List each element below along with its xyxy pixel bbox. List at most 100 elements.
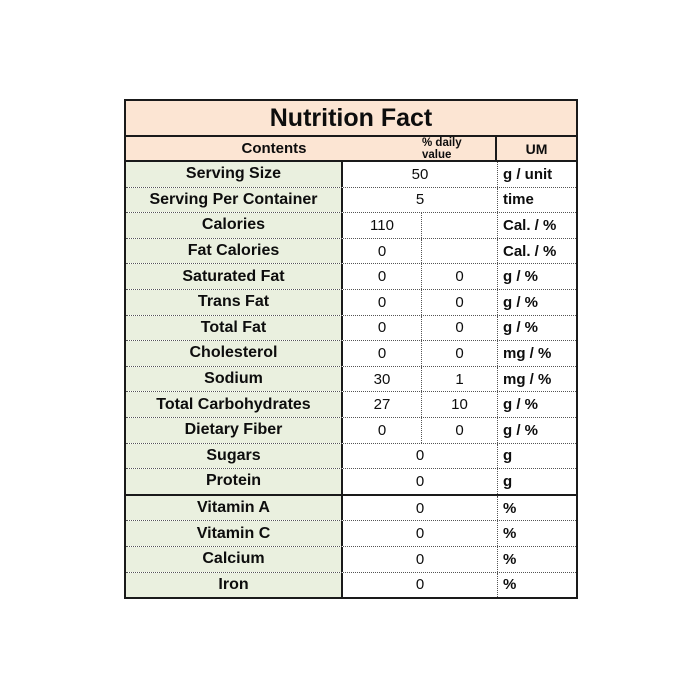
row-label: Sodium (126, 366, 343, 392)
table-title: Nutrition Fact (126, 101, 576, 137)
row-value: 0 (415, 576, 425, 594)
row-values: 0 (343, 444, 497, 469)
row-value: 0 (415, 472, 425, 490)
row-value-daily-percent: 0 (455, 268, 464, 286)
table-row: Vitamin C 0 % (126, 521, 576, 547)
row-label: Vitamin C (126, 521, 343, 546)
row-unit: mg / % (497, 366, 576, 392)
row-unit: % (497, 546, 576, 572)
row-value-daily-percent: 0 (455, 421, 464, 439)
table-row: Iron 0 % (126, 572, 576, 598)
row-value-amount: 0 (343, 417, 422, 443)
row-unit: time (497, 187, 576, 213)
row-label: Protein (126, 469, 343, 494)
table-row: Sodium 30 1 mg / % (126, 366, 576, 393)
row-unit: Cal. / % (497, 213, 576, 238)
row-label: Saturated Fat (126, 264, 343, 289)
row-unit: g / % (497, 264, 576, 289)
row-label: Total Fat (126, 315, 343, 341)
row-label: Vitamin A (126, 495, 343, 521)
header-um: UM (525, 140, 548, 157)
row-value: 0 (415, 550, 425, 568)
row-unit: g / % (497, 315, 576, 341)
row-unit: g / % (497, 289, 576, 315)
row-value-amount: 110 (343, 213, 422, 238)
row-unit: g / % (497, 392, 576, 417)
nutrition-facts-table: Nutrition Fact Contents % daily value UM… (124, 99, 578, 599)
row-unit: Cal. / % (497, 238, 576, 264)
table-row: Vitamin A 0 % (126, 495, 576, 522)
row-values: 27 10 (343, 392, 497, 417)
row-label: Total Carbohydrates (126, 392, 343, 417)
table-body: Serving Size 50 g / unit Serving Per Con… (126, 162, 576, 598)
row-values: 0 (343, 573, 497, 598)
row-value-amount: 0 (343, 289, 422, 315)
row-unit: % (497, 495, 576, 521)
row-values: 0 (343, 238, 497, 264)
row-value-daily-percent: 0 (455, 319, 464, 337)
row-value-daily-percent: 1 (455, 370, 464, 388)
row-value-daily-percent: 0 (455, 293, 464, 311)
row-value-amount: 0 (343, 341, 422, 366)
row-value: 50 (411, 165, 429, 183)
row-values: 0 (343, 547, 497, 572)
table-row: Calories 110 Cal. / % (126, 213, 576, 239)
row-value-daily-percent (422, 239, 497, 264)
table-row: Serving Size 50 g / unit (126, 162, 576, 188)
row-values: 110 (343, 213, 497, 238)
table-row: Sugars 0 g (126, 443, 576, 470)
row-unit: g (497, 469, 576, 494)
row-value-amount: 0 (343, 264, 422, 289)
row-unit: g / unit (497, 162, 576, 187)
row-value: 5 (415, 191, 425, 209)
row-value: 0 (415, 499, 425, 517)
row-unit: % (497, 572, 576, 598)
row-value-daily-percent (422, 213, 497, 238)
header-contents: Contents (241, 140, 307, 157)
row-value-daily-percent: 0 (455, 344, 464, 362)
row-values: 0 (343, 521, 497, 546)
row-value: 0 (415, 447, 425, 465)
row-label: Cholesterol (126, 341, 343, 366)
row-value-amount: 0 (343, 315, 422, 341)
row-values: 30 1 (343, 366, 497, 392)
row-values: 0 (343, 496, 497, 521)
table-row: Calcium 0 % (126, 546, 576, 573)
row-unit: g / % (497, 417, 576, 443)
row-value-daily-percent: 10 (451, 396, 468, 414)
table-row: Serving Per Container 5 time (126, 187, 576, 214)
row-label: Serving Size (126, 162, 343, 187)
table-row: Fat Calories 0 Cal. / % (126, 238, 576, 265)
row-label: Trans Fat (126, 289, 343, 315)
header-daily-value: % daily value (422, 137, 497, 161)
row-unit: g (497, 443, 576, 469)
row-label: Iron (126, 572, 343, 598)
table-header: Contents % daily value UM (126, 137, 576, 162)
row-label: Calories (126, 213, 343, 238)
table-row: Total Carbohydrates 27 10 g / % (126, 392, 576, 418)
row-unit: % (497, 521, 576, 546)
row-label: Serving Per Container (126, 187, 343, 213)
row-label: Sugars (126, 443, 343, 469)
row-value: 0 (415, 525, 425, 543)
row-label: Dietary Fiber (126, 417, 343, 443)
row-value-amount: 0 (343, 238, 422, 264)
row-value-amount: 27 (343, 392, 422, 417)
row-values: 50 (343, 162, 497, 187)
row-label: Fat Calories (126, 238, 343, 264)
row-value-amount: 30 (343, 366, 422, 392)
row-values: 5 (343, 188, 497, 213)
row-unit: mg / % (497, 341, 576, 366)
row-values: 0 (343, 469, 497, 494)
